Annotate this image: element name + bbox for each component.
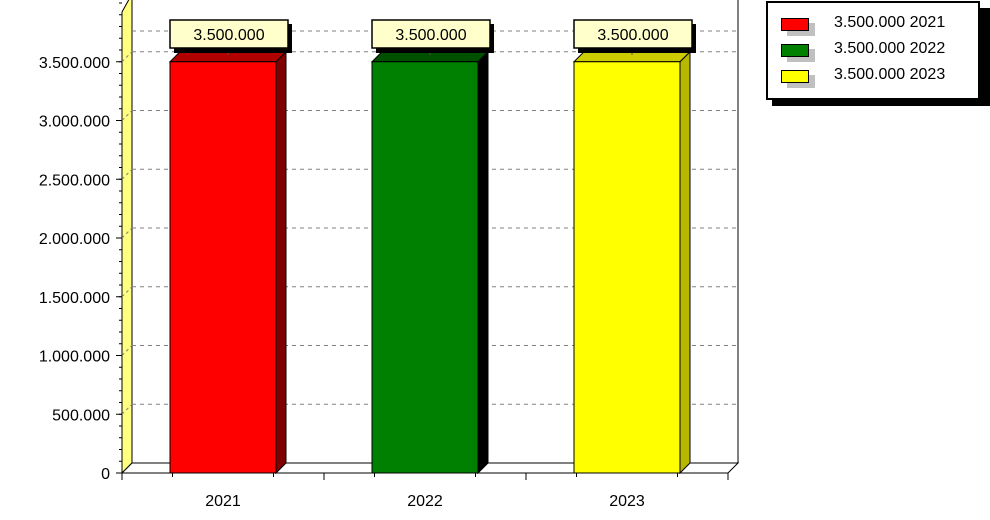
x-axis: 2021 2022 2023 — [121, 473, 729, 510]
data-label-text: 3.500.000 — [597, 27, 668, 44]
legend-label-2021: 3.500.000 2021 — [834, 14, 946, 31]
y-tick-label: 2.000.000 — [39, 231, 110, 248]
bar-side-2021 — [275, 50, 287, 475]
gridline-diagonal — [121, 51, 133, 63]
x-tick-label-2021: 2021 — [205, 493, 241, 510]
bar-front-2022 — [371, 61, 479, 474]
legend: 3.500.000 2021 3.500.000 2022 3.500.000 … — [766, 1, 980, 100]
y-tick-label: 3.000.000 — [39, 114, 110, 131]
legend-swatch-2023 — [781, 70, 809, 83]
bar-2022 — [370, 50, 490, 475]
data-label-2022: 3.500.000 — [371, 19, 494, 57]
y-axis: 0 500.000 1.000.000 1.500.000 2.000.000 2.500… — [39, 2, 122, 483]
x-tick-label-2023: 2023 — [609, 493, 645, 510]
legend-label-2022: 3.500.000 2022 — [834, 40, 946, 57]
legend-item-2023: 3.500.000 2023 — [778, 65, 978, 88]
gridline-diagonal — [121, 110, 133, 121]
legend-item-2021: 3.500.000 2021 — [778, 13, 978, 36]
data-label-text: 3.500.000 — [395, 27, 466, 44]
bar-front-2023 — [573, 61, 681, 474]
legend-shadow — [980, 8, 990, 106]
bar-side-2022 — [477, 50, 489, 475]
legend-shadow — [772, 99, 990, 106]
bar-2021 — [168, 50, 288, 475]
data-label-box — [371, 19, 491, 49]
y-tick-label: 2.500.000 — [39, 172, 110, 189]
gridline-diagonal — [121, 345, 133, 356]
gridline-diagonal — [121, 227, 133, 239]
bars — [168, 50, 692, 475]
bar-front-2021 — [169, 61, 277, 474]
gridline-diagonal — [121, 403, 133, 415]
y-tick-label: 500.000 — [52, 407, 110, 424]
y-tick-label: 1.500.000 — [39, 290, 110, 307]
y-tick-label: 1.000.000 — [39, 349, 110, 366]
y-tick-label: 3.500.000 — [39, 55, 110, 72]
gridline-diagonal — [121, 286, 133, 298]
y-tick-label: 0 — [101, 466, 110, 483]
gridline-diagonal — [121, 168, 133, 180]
legend-item-2022: 3.500.000 2022 — [778, 39, 978, 62]
x-tick-label-2022: 2022 — [407, 493, 443, 510]
data-label-box — [169, 19, 289, 49]
data-label-text: 3.500.000 — [193, 27, 264, 44]
bar-2023 — [572, 50, 692, 475]
data-labels: 3.500.000 3.500.000 3.500.000 — [169, 19, 696, 57]
legend-label-2023: 3.500.000 2023 — [834, 66, 946, 83]
data-label-2023: 3.500.000 — [573, 19, 696, 57]
legend-swatch-2021 — [781, 18, 809, 31]
data-label-2021: 3.500.000 — [169, 19, 292, 57]
bar-side-2023 — [679, 50, 691, 475]
legend-swatch-2022 — [781, 44, 809, 57]
data-label-box — [573, 19, 693, 49]
